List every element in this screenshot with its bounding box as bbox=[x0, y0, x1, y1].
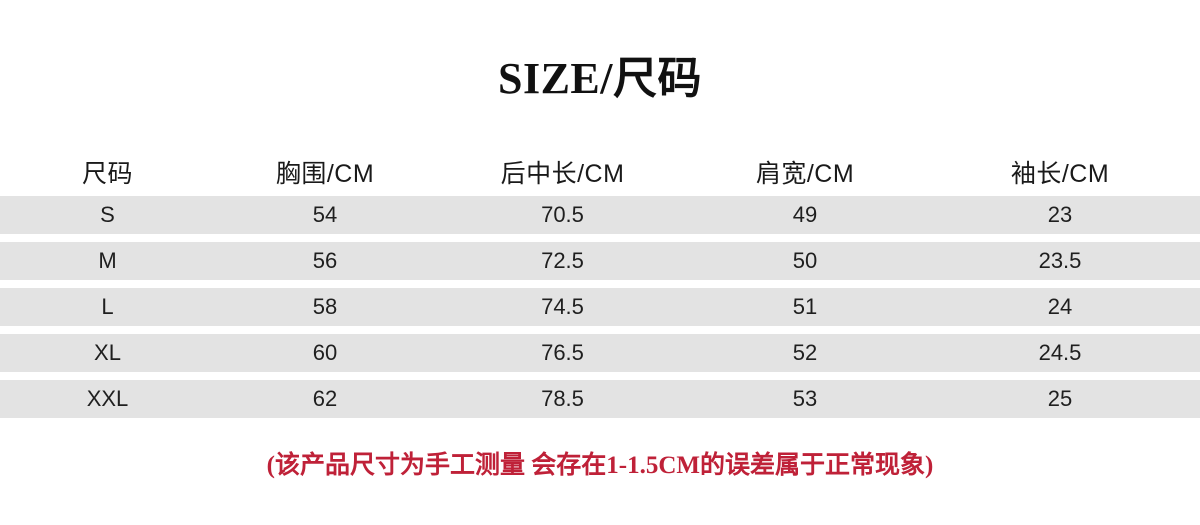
cell-sleeve: 24 bbox=[1047, 294, 1073, 319]
cell-bust: 58 bbox=[312, 294, 338, 319]
cell-size: L bbox=[101, 294, 114, 319]
cell-back-length: 70.5 bbox=[541, 202, 584, 227]
cell-back-length: 76.5 bbox=[541, 340, 584, 365]
table-row: S 54 70.5 49 23 bbox=[0, 196, 1200, 234]
cell-sleeve: 23 bbox=[1047, 202, 1073, 227]
table-row: L 58 74.5 51 24 bbox=[0, 288, 1200, 326]
size-table: 尺码 胸围/CM 后中长/CM 肩宽/CM 袖长/CM S 54 70.5 49… bbox=[0, 152, 1200, 426]
cell-size: XXL bbox=[86, 386, 129, 411]
cell-shoulder: 53 bbox=[792, 386, 818, 411]
cell-shoulder: 50 bbox=[792, 248, 818, 273]
table-body: S 54 70.5 49 23 M 56 72.5 50 23.5 L 58 7… bbox=[0, 196, 1200, 418]
cell-shoulder: 52 bbox=[792, 340, 818, 365]
cell-back-length: 78.5 bbox=[541, 386, 584, 411]
cell-bust: 62 bbox=[312, 386, 338, 411]
cell-sleeve: 24.5 bbox=[1038, 340, 1082, 365]
cell-size: XL bbox=[94, 340, 121, 365]
column-header-size: 尺码 bbox=[81, 160, 133, 188]
page-title: SIZE/尺码 bbox=[497, 54, 702, 103]
table-row: XL 60 76.5 52 24.5 bbox=[0, 334, 1200, 372]
cell-back-length: 74.5 bbox=[541, 294, 584, 319]
column-header-shoulder: 肩宽/CM bbox=[755, 160, 855, 188]
cell-size: M bbox=[98, 248, 117, 273]
cell-bust: 60 bbox=[312, 340, 338, 365]
cell-shoulder: 51 bbox=[792, 294, 818, 319]
cell-sleeve: 23.5 bbox=[1038, 248, 1082, 273]
cell-bust: 56 bbox=[312, 248, 338, 273]
column-header-sleeve: 袖长/CM bbox=[1010, 160, 1110, 188]
table-row: XXL 62 78.5 53 25 bbox=[0, 380, 1200, 418]
column-header-bust: 胸围/CM bbox=[275, 160, 375, 188]
table-row: M 56 72.5 50 23.5 bbox=[0, 242, 1200, 280]
table-header-row: 尺码 胸围/CM 后中长/CM 肩宽/CM 袖长/CM bbox=[0, 152, 1200, 196]
cell-bust: 54 bbox=[312, 202, 338, 227]
cell-back-length: 72.5 bbox=[541, 248, 584, 273]
cell-shoulder: 49 bbox=[792, 202, 818, 227]
cell-sleeve: 25 bbox=[1047, 386, 1073, 411]
column-header-back-length: 后中长/CM bbox=[500, 160, 625, 188]
measurement-disclaimer: (该产品尺寸为手工测量 会存在1-1.5CM的误差属于正常现象) bbox=[266, 452, 934, 479]
cell-size: S bbox=[100, 202, 115, 227]
